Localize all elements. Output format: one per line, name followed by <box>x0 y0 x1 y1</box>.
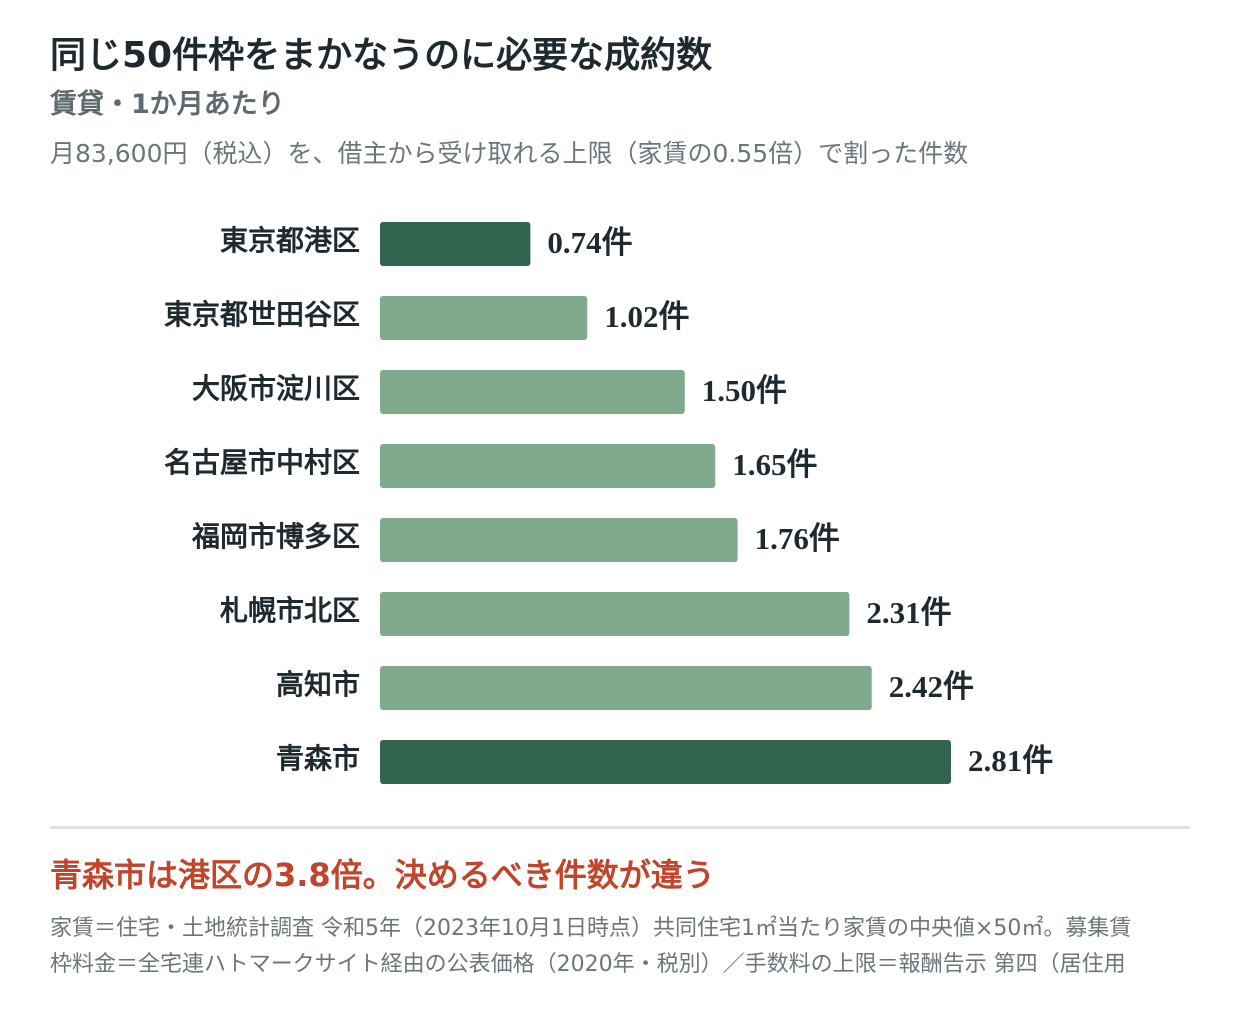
bar <box>380 666 872 710</box>
category-label: 高知市 <box>276 668 360 701</box>
bar <box>380 296 588 340</box>
bar <box>380 222 531 266</box>
category-label: 東京都港区 <box>220 224 360 257</box>
category-label: 東京都世田谷区 <box>164 298 360 331</box>
value-label: 2.42件 <box>889 669 974 704</box>
chart-subtitle: 賃貸・1か月あたり <box>50 89 285 120</box>
value-label: 1.76件 <box>755 521 840 556</box>
chart-title: 同じ50件枠をまかなうのに必要な成約数 <box>50 35 713 76</box>
divider <box>50 826 1190 829</box>
bar <box>380 444 716 488</box>
category-label: 福岡市博多区 <box>191 520 360 553</box>
bar <box>380 740 951 784</box>
bar <box>380 370 685 414</box>
value-label: 1.50件 <box>702 373 787 408</box>
chart-description: 月83,600円（税込）を、借主から受け取れる上限（家賃の0.55倍）で割った件… <box>50 139 969 168</box>
value-label: 1.65件 <box>732 447 817 482</box>
category-label: 大阪市淀川区 <box>192 372 360 405</box>
value-label: 0.74件 <box>547 225 632 260</box>
value-label: 2.81件 <box>968 743 1053 778</box>
source-note-1: 家賃＝住宅・土地統計調査 令和5年（2023年10月1日時点）共同住宅1㎡当たり… <box>50 916 1132 941</box>
category-label: 札幌市北区 <box>220 594 360 627</box>
bar <box>380 518 738 562</box>
category-label: 青森市 <box>276 742 360 775</box>
category-label: 名古屋市中村区 <box>164 446 360 479</box>
bar <box>380 592 850 636</box>
takeaway-text: 青森市は港区の3.8倍。決めるべき件数が違う <box>50 856 715 894</box>
value-label: 1.02件 <box>604 299 689 334</box>
source-note-2: 枠料金＝全宅連ハトマークサイト経由の公表価格（2020年・税別）／手数料の上限＝… <box>50 952 1126 977</box>
value-label: 2.31件 <box>866 595 951 630</box>
